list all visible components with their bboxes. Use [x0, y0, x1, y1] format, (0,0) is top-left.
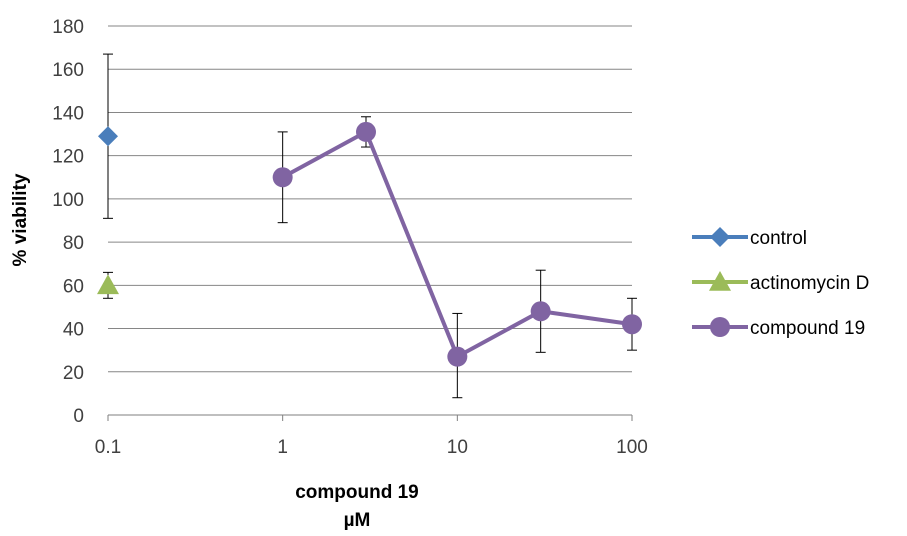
x-axis-title-line-2: µM — [344, 510, 371, 531]
y-tick-label: 160 — [52, 60, 84, 81]
data-point — [272, 167, 293, 188]
y-tick-label: 0 — [73, 406, 84, 427]
error-bars — [103, 53, 637, 399]
data-point — [98, 126, 118, 147]
data-markers — [97, 121, 642, 367]
data-point — [530, 301, 551, 322]
gridlines — [108, 25, 632, 373]
legend-item: control — [692, 227, 807, 249]
y-tick-label: 120 — [52, 147, 84, 168]
y-tick-label: 180 — [52, 17, 84, 38]
x-tick-label: 1 — [277, 437, 288, 458]
y-tick-label: 100 — [52, 190, 84, 211]
legend-label: control — [750, 228, 807, 249]
x-tick-label: 10 — [447, 437, 468, 458]
y-axis-title: % viability — [10, 173, 31, 266]
data-point — [622, 314, 642, 335]
legend: control actinomycin D compound 19 — [692, 227, 869, 339]
legend-swatch-marker — [710, 227, 730, 247]
y-tick-labels: 0 20 40 60 80 100 120 140 160 180 — [52, 17, 84, 427]
x-tick-label: 0.1 — [95, 437, 121, 458]
y-tick-label: 80 — [63, 233, 84, 254]
legend-swatch-marker — [709, 271, 731, 291]
legend-label: actinomycin D — [750, 273, 869, 294]
data-point — [356, 121, 377, 142]
legend-swatch-marker — [710, 317, 730, 337]
x-tick-labels: 0.1 1 10 100 — [95, 415, 648, 458]
y-tick-label: 40 — [63, 320, 84, 341]
legend-item: actinomycin D — [692, 271, 869, 294]
x-axis-title-line-1: compound 19 — [295, 482, 419, 503]
y-tick-label: 20 — [63, 363, 84, 384]
data-point — [447, 346, 468, 367]
legend-label: compound 19 — [750, 318, 865, 339]
y-tick-label: 60 — [63, 276, 84, 297]
x-tick-label: 100 — [616, 437, 648, 458]
legend-item: compound 19 — [692, 317, 865, 339]
data-point — [97, 274, 119, 295]
y-tick-label: 140 — [52, 103, 84, 124]
